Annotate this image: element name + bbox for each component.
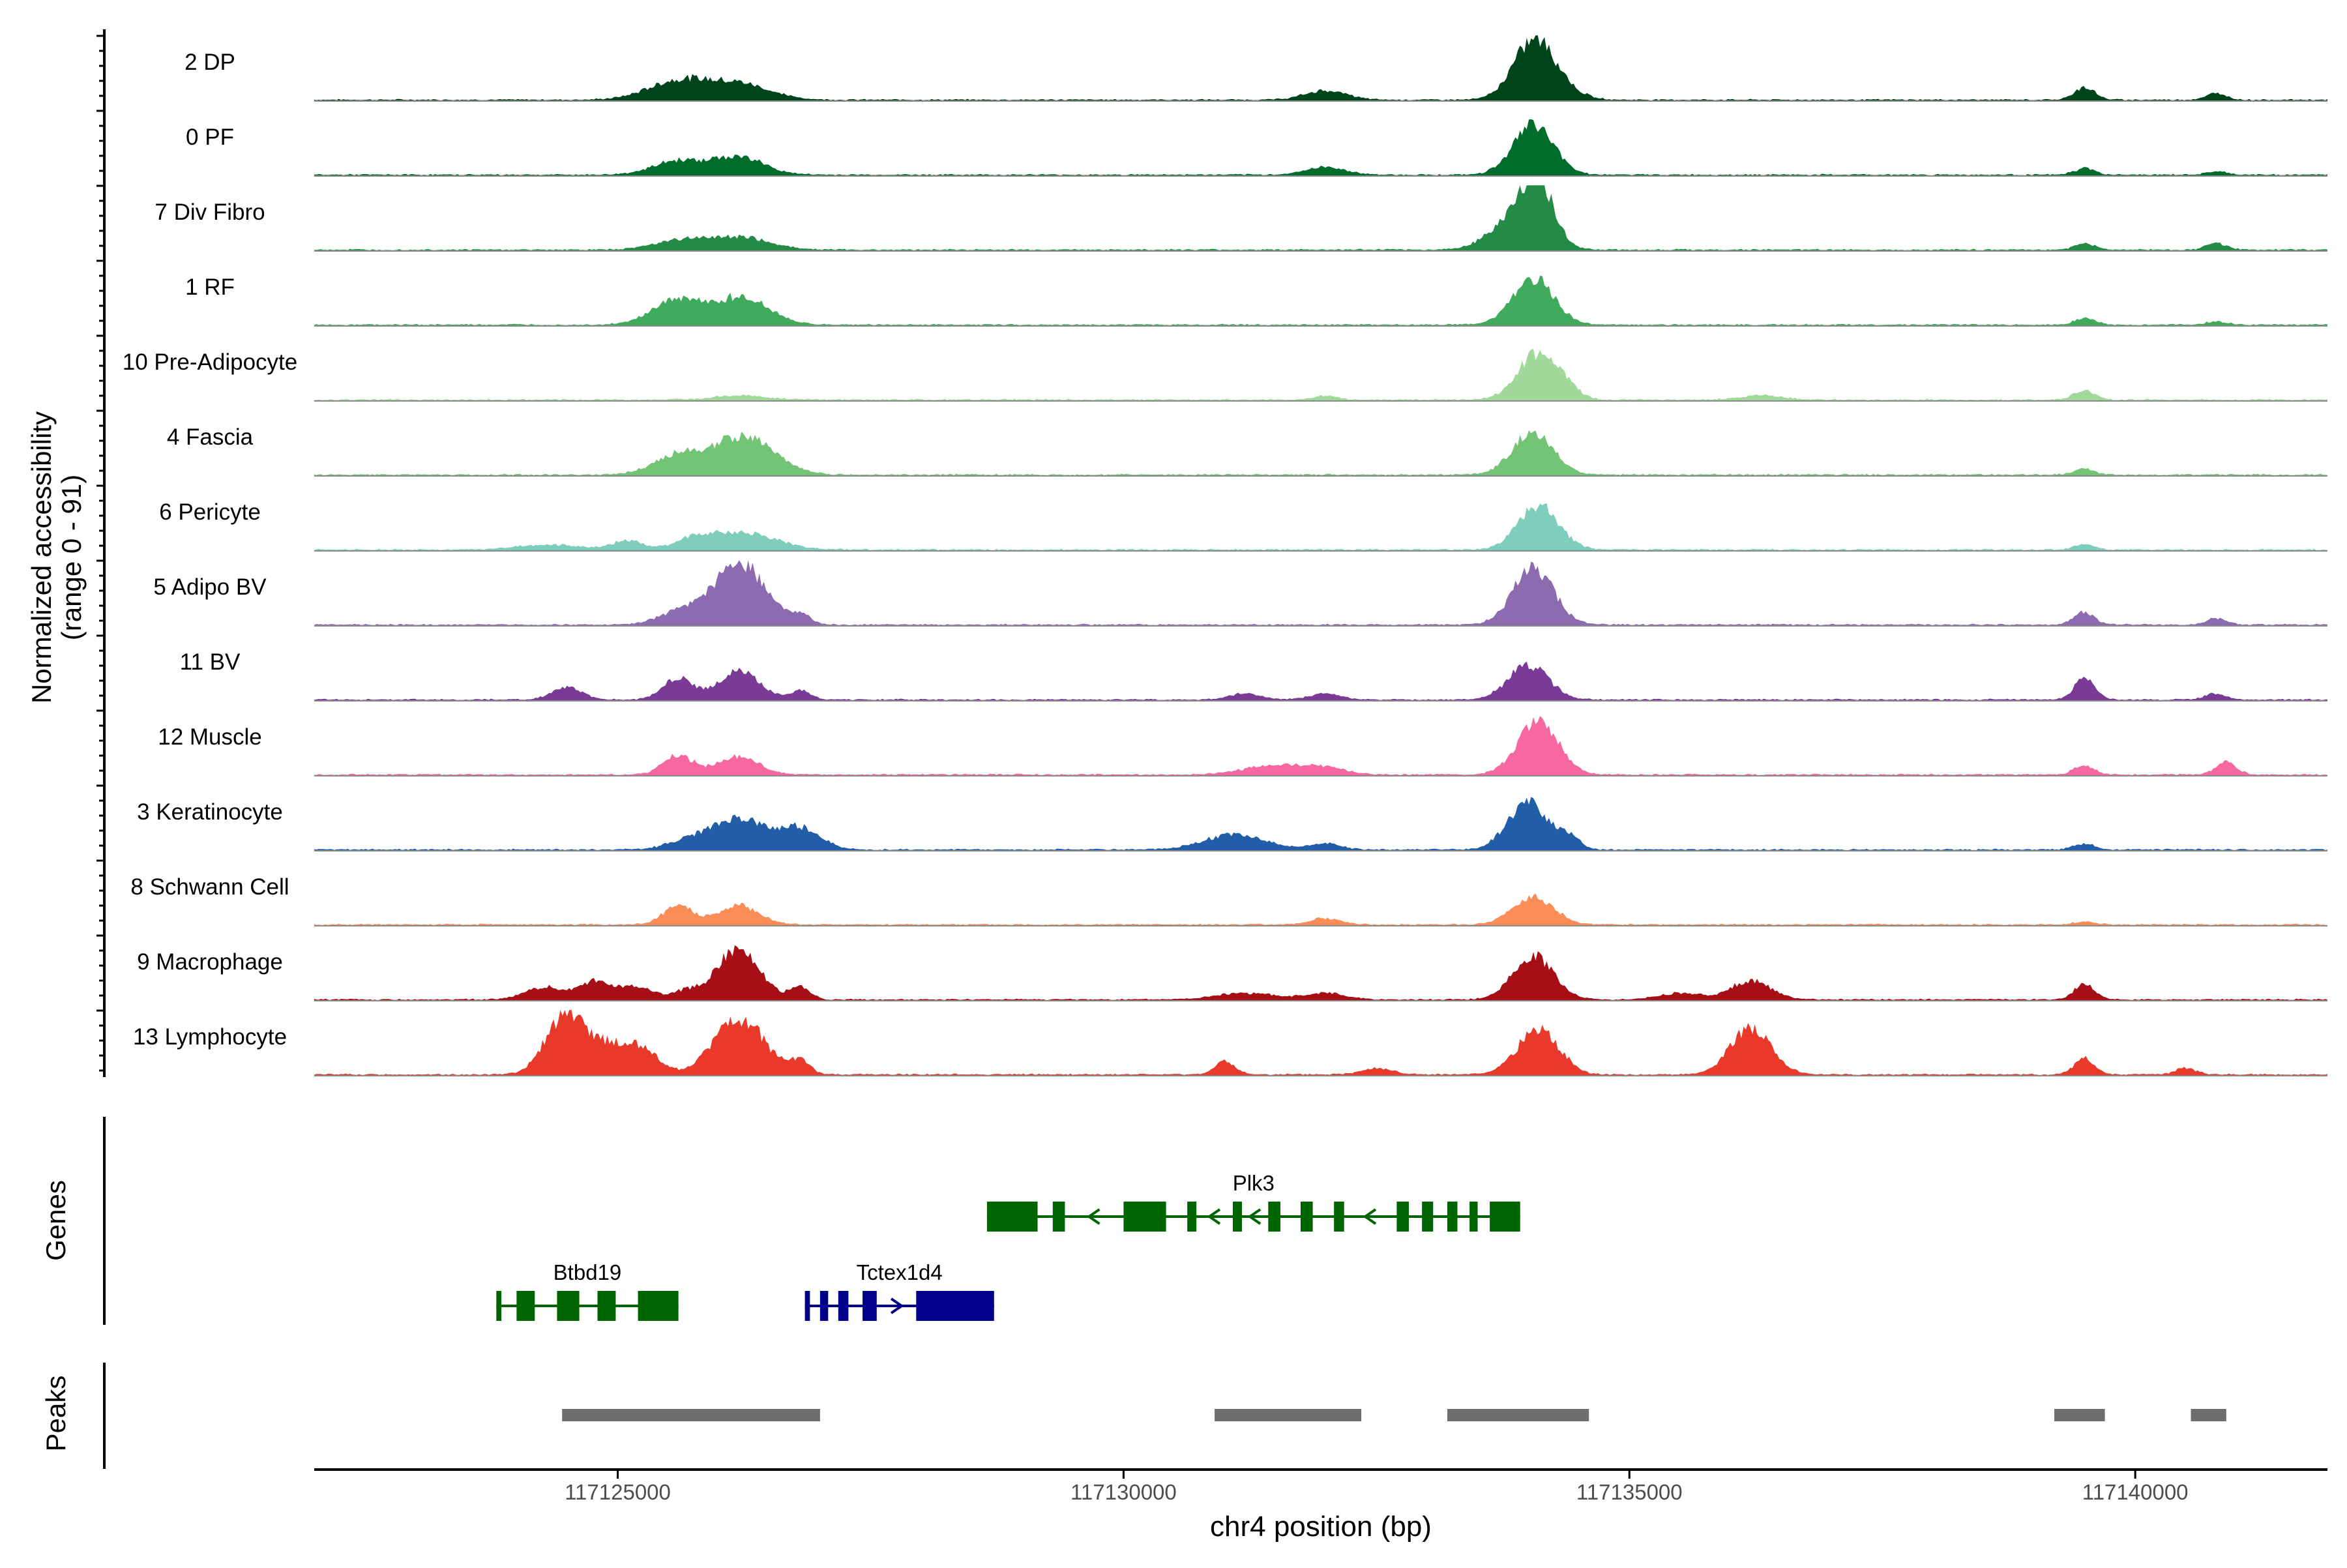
track-1-rf: 1 RF (185, 274, 2327, 327)
genes-axis-label: Genes (40, 1180, 71, 1261)
gene-exon (1490, 1202, 1520, 1232)
track-label: 6 Pericyte (159, 499, 261, 525)
x-axis-label: chr4 position (bp) (1210, 1511, 1432, 1543)
coverage-area (314, 185, 2327, 251)
track-label: 2 DP (185, 50, 235, 75)
gene-exon (516, 1291, 535, 1321)
gene-exon (1052, 1202, 1065, 1232)
gene-exon (638, 1291, 679, 1321)
gene-exon (1422, 1202, 1434, 1232)
strand-arrow (1247, 1208, 1262, 1225)
gene-label: Tctex1d4 (857, 1260, 943, 1284)
track-label: 10 Pre-Adipocyte (123, 349, 297, 375)
strand-arrow (1086, 1208, 1100, 1225)
gene-btbd19: Btbd19 (496, 1260, 679, 1321)
coverage-area (314, 1010, 2327, 1076)
peak-region (1447, 1409, 1589, 1421)
peak-region (2191, 1409, 2226, 1421)
coverage-area (314, 560, 2327, 626)
track-10-pre-adipocyte: 10 Pre-Adipocyte (123, 349, 2327, 402)
gene-exon (1123, 1202, 1166, 1232)
gene-exon (838, 1291, 849, 1321)
track-label: 9 Macrophage (137, 949, 283, 975)
track-7-div-fibro: 7 Div Fibro (155, 185, 2327, 252)
coverage-area (314, 119, 2327, 176)
coverage-area (314, 716, 2327, 776)
track-label: 13 Lymphocyte (133, 1024, 287, 1050)
gene-label: Plk3 (1233, 1171, 1275, 1195)
track-label: 0 PF (186, 125, 234, 150)
coverage-area (314, 661, 2327, 701)
y-axis-label-line2: (range 0 - 91) (56, 475, 87, 640)
axis-layer: Normalized accessibility (range 0 - 91) … (26, 411, 1432, 1543)
coverage-area (314, 893, 2327, 926)
track-label: 4 Fascia (167, 424, 254, 450)
coverage-area (314, 430, 2327, 476)
gene-exon (819, 1291, 829, 1321)
gene-exon (1447, 1202, 1458, 1232)
coverage-area (314, 797, 2327, 851)
strand-arrow (1363, 1208, 1377, 1225)
gene-exon (597, 1291, 616, 1321)
x-tick-label: 117130000 (1070, 1480, 1177, 1504)
gene-exon (1396, 1202, 1410, 1232)
gene-exon (557, 1291, 580, 1321)
track-11-bv: 11 BV (180, 649, 2327, 702)
track-label: 11 BV (180, 649, 241, 675)
gene-label: Btbd19 (554, 1260, 622, 1284)
track-6-pericyte: 6 Pericyte (159, 499, 2327, 552)
gene-exon (1334, 1202, 1344, 1232)
track-12-muscle: 12 Muscle (158, 716, 2327, 777)
coverage-area (314, 503, 2327, 551)
gene-exon (1469, 1202, 1478, 1232)
coverage-area (314, 35, 2327, 102)
peak-region (2054, 1409, 2105, 1421)
strand-arrow (1207, 1208, 1221, 1225)
gene-exon (1300, 1202, 1313, 1232)
gene-exon (804, 1291, 810, 1321)
gene-plk3: Plk3 (986, 1171, 1520, 1232)
gene-exon (916, 1291, 994, 1321)
gene-exon (1268, 1202, 1280, 1232)
track-label: 5 Adipo BV (153, 574, 267, 600)
track-2-dp: 2 DP (185, 35, 2327, 102)
track-label: 8 Schwann Cell (130, 874, 289, 900)
peak-region (1215, 1409, 1362, 1421)
track-5-adipo-bv: 5 Adipo BV (153, 560, 2327, 627)
track-4-fascia: 4 Fascia (167, 424, 2327, 477)
track-9-macrophage: 9 Macrophage (137, 945, 2327, 1001)
strand-arrow (890, 1297, 904, 1314)
peak-region (562, 1409, 820, 1421)
coverage-area (314, 275, 2327, 326)
gene-exon (1232, 1202, 1242, 1232)
peaks-axis-label: Peaks (40, 1376, 71, 1452)
x-tick-label: 117135000 (1576, 1480, 1683, 1504)
gene-exon (863, 1291, 877, 1321)
peaks-layer (103, 1363, 2226, 1469)
gene-exon (1187, 1202, 1197, 1232)
gene-tctex1d4: Tctex1d4 (804, 1260, 994, 1321)
genes-layer: Plk3 Btbd19 Tctex1d4 (103, 1117, 1520, 1325)
coverage-area (314, 945, 2327, 1001)
track-label: 3 Keratinocyte (137, 799, 283, 825)
track-0-pf: 0 PF (186, 119, 2327, 177)
track-8-schwann-cell: 8 Schwann Cell (130, 874, 2327, 926)
x-tick-label: 117140000 (2082, 1480, 2189, 1504)
coverage-area (314, 349, 2327, 401)
track-label: 7 Div Fibro (155, 200, 265, 225)
gene-exon (496, 1291, 502, 1321)
track-3-keratinocyte: 3 Keratinocyte (137, 797, 2327, 851)
x-axis: 117125000 117130000 117135000 117140000 (314, 1468, 2327, 1504)
gene-exon (986, 1202, 1038, 1232)
tracks-layer: 2 DP 0 PF 7 Div Fibro 1 RF 10 Pre-Adipocyte 4… (96, 29, 2327, 1077)
x-tick-label: 117125000 (565, 1480, 671, 1504)
track-13-lymphocyte: 13 Lymphocyte (133, 1010, 2327, 1076)
track-label: 1 RF (185, 274, 235, 300)
y-axis-label-line1: Normalized accessibility (26, 411, 57, 703)
track-label: 12 Muscle (158, 724, 262, 750)
